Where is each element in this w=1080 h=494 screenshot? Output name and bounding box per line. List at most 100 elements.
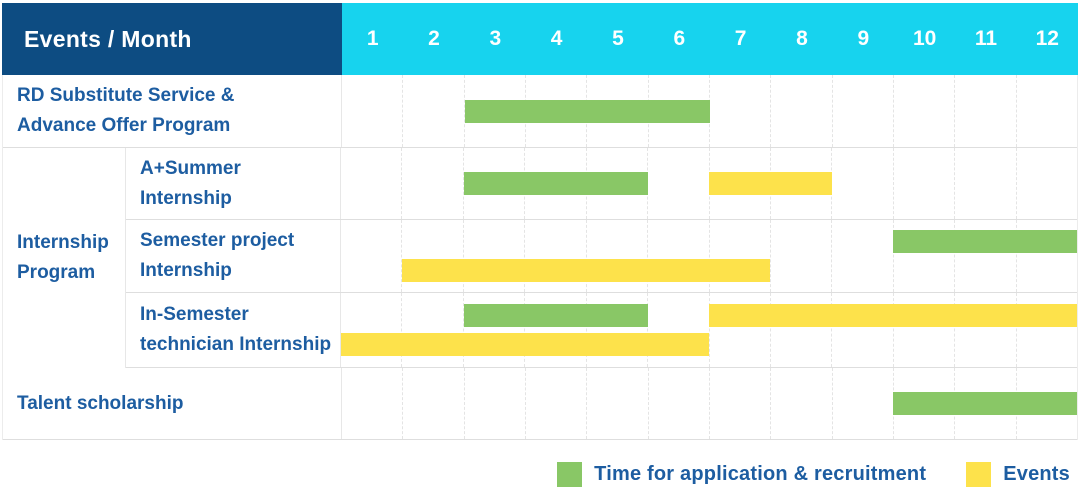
legend-label: Events: [1003, 463, 1070, 485]
month-column: [342, 75, 404, 147]
row-label-line: A+Summer: [140, 157, 241, 179]
row-label: RD Substitute Service & Advance Offer Pro…: [3, 75, 342, 147]
row-label-line: In-Semester: [140, 304, 249, 325]
bar-line: [341, 304, 1077, 327]
row-label: Talent scholarship: [3, 368, 342, 439]
month-column: [710, 293, 771, 367]
month-column: [464, 293, 526, 367]
month-header-cell: 12: [1035, 27, 1059, 50]
month-column: [832, 148, 894, 219]
table-row: Talent scholarship: [3, 368, 1077, 440]
row-label-line: RD Substitute Service &: [17, 85, 235, 106]
month-column: [341, 220, 403, 292]
row-label-line: Talent scholarship: [17, 392, 184, 414]
header-title: Events / Month: [24, 25, 192, 52]
month-column: [464, 220, 526, 292]
month-column: [894, 148, 956, 219]
row-sublabel: Semester project Internship: [126, 220, 341, 292]
row-label-line: Program: [17, 262, 96, 283]
month-column: [771, 293, 833, 367]
month-column: [955, 148, 1017, 219]
month-column: [832, 220, 894, 292]
gantt-bar-event: [402, 259, 771, 282]
month-gridlines: [341, 220, 1077, 292]
month-header-cell: 11: [974, 27, 998, 50]
month-column: [648, 220, 710, 292]
month-column: [771, 220, 833, 292]
month-gridlines: [341, 293, 1077, 367]
month-column: [587, 220, 649, 292]
row-chart-area: [341, 220, 1077, 292]
bar-line: [341, 259, 1077, 282]
table-body: RD Substitute Service & Advance Offer Pro…: [2, 75, 1078, 440]
month-column: [402, 220, 464, 292]
month-column: [710, 368, 772, 439]
legend-swatch-event: [966, 462, 992, 487]
row-label-line: Advance Offer Program: [17, 115, 231, 136]
month-column: [955, 75, 1017, 147]
gantt-bar-application: [464, 99, 710, 123]
bar-line: [341, 230, 1077, 253]
legend: Time for application & recruitment Events: [557, 462, 1070, 487]
month-column: [526, 368, 588, 439]
legend-item: Events: [966, 462, 1070, 487]
month-column: [771, 148, 833, 219]
month-column: [525, 293, 587, 367]
month-column: [587, 293, 649, 367]
month-column: [402, 148, 464, 219]
gantt-bar-application: [893, 230, 1077, 253]
row-label-line: Internship: [17, 232, 109, 253]
month-column: [710, 220, 771, 292]
month-header-cell: 2: [428, 27, 440, 50]
bar-line: [342, 392, 1077, 415]
gantt-bar-application: [893, 392, 1077, 415]
month-header-cell: 6: [673, 27, 686, 50]
month-column: [341, 293, 403, 367]
gantt-bar-event: [709, 172, 832, 195]
table-row: RD Substitute Service & Advance Offer Pro…: [3, 75, 1077, 148]
month-column: [955, 293, 1017, 367]
bar-line: [341, 172, 1077, 195]
events-month-table: Events / Month 1 2 3 4 5 6 7 8 9 10 11 12 RD Substi…: [2, 3, 1078, 440]
month-column: [894, 293, 956, 367]
row-label-line: Semester project: [140, 230, 295, 251]
table-header: Events / Month 1 2 3 4 5 6 7 8 9 10 11 12: [2, 3, 1078, 75]
month-header-row: 1 2 3 4 5 6 7 8 9 10 11 12: [342, 3, 1078, 75]
row-label-line: Internship: [140, 260, 232, 281]
month-header-cell: 1: [366, 27, 379, 50]
month-column: [403, 368, 465, 439]
gantt-bar-event: [709, 304, 1077, 327]
bar-line: [341, 333, 1077, 356]
table-row: Semester project Internship: [126, 220, 1077, 293]
legend-item: Time for application & recruitment: [557, 462, 926, 487]
row-label-line: technician Internship: [140, 334, 332, 355]
month-column: [341, 148, 403, 219]
month-header-cell: 4: [550, 27, 563, 50]
month-column: [771, 75, 833, 147]
gantt-bar-application: [463, 304, 648, 327]
gantt-bar-application: [463, 172, 648, 195]
month-column: [894, 75, 956, 147]
table-row: In-Semester technician Internship: [126, 293, 1077, 368]
legend-swatch-application: [557, 462, 583, 487]
month-column: [403, 75, 465, 147]
month-column: [832, 293, 894, 367]
row-sublabel: In-Semester technician Internship: [126, 293, 341, 367]
legend-label: Time for application & recruitment: [594, 463, 927, 485]
month-column: [833, 75, 894, 147]
month-column: [525, 220, 587, 292]
month-column: [402, 293, 464, 367]
row-chart-area: [342, 368, 1077, 439]
month-header-cell: 10: [912, 27, 937, 50]
month-column: [955, 220, 1017, 292]
month-column: [771, 368, 833, 439]
row-chart-area: [341, 293, 1077, 367]
month-column: [342, 368, 404, 439]
header-title-cell: Events / Month: [2, 3, 342, 75]
row-chart-area: [342, 75, 1077, 147]
month-header-cell: 3: [489, 27, 502, 50]
month-column: [465, 368, 526, 439]
group-rows: A+Summer Internship Semester project Intern…: [126, 148, 1077, 368]
month-header-cell: 8: [796, 27, 808, 50]
month-header-cell: 5: [612, 27, 624, 50]
